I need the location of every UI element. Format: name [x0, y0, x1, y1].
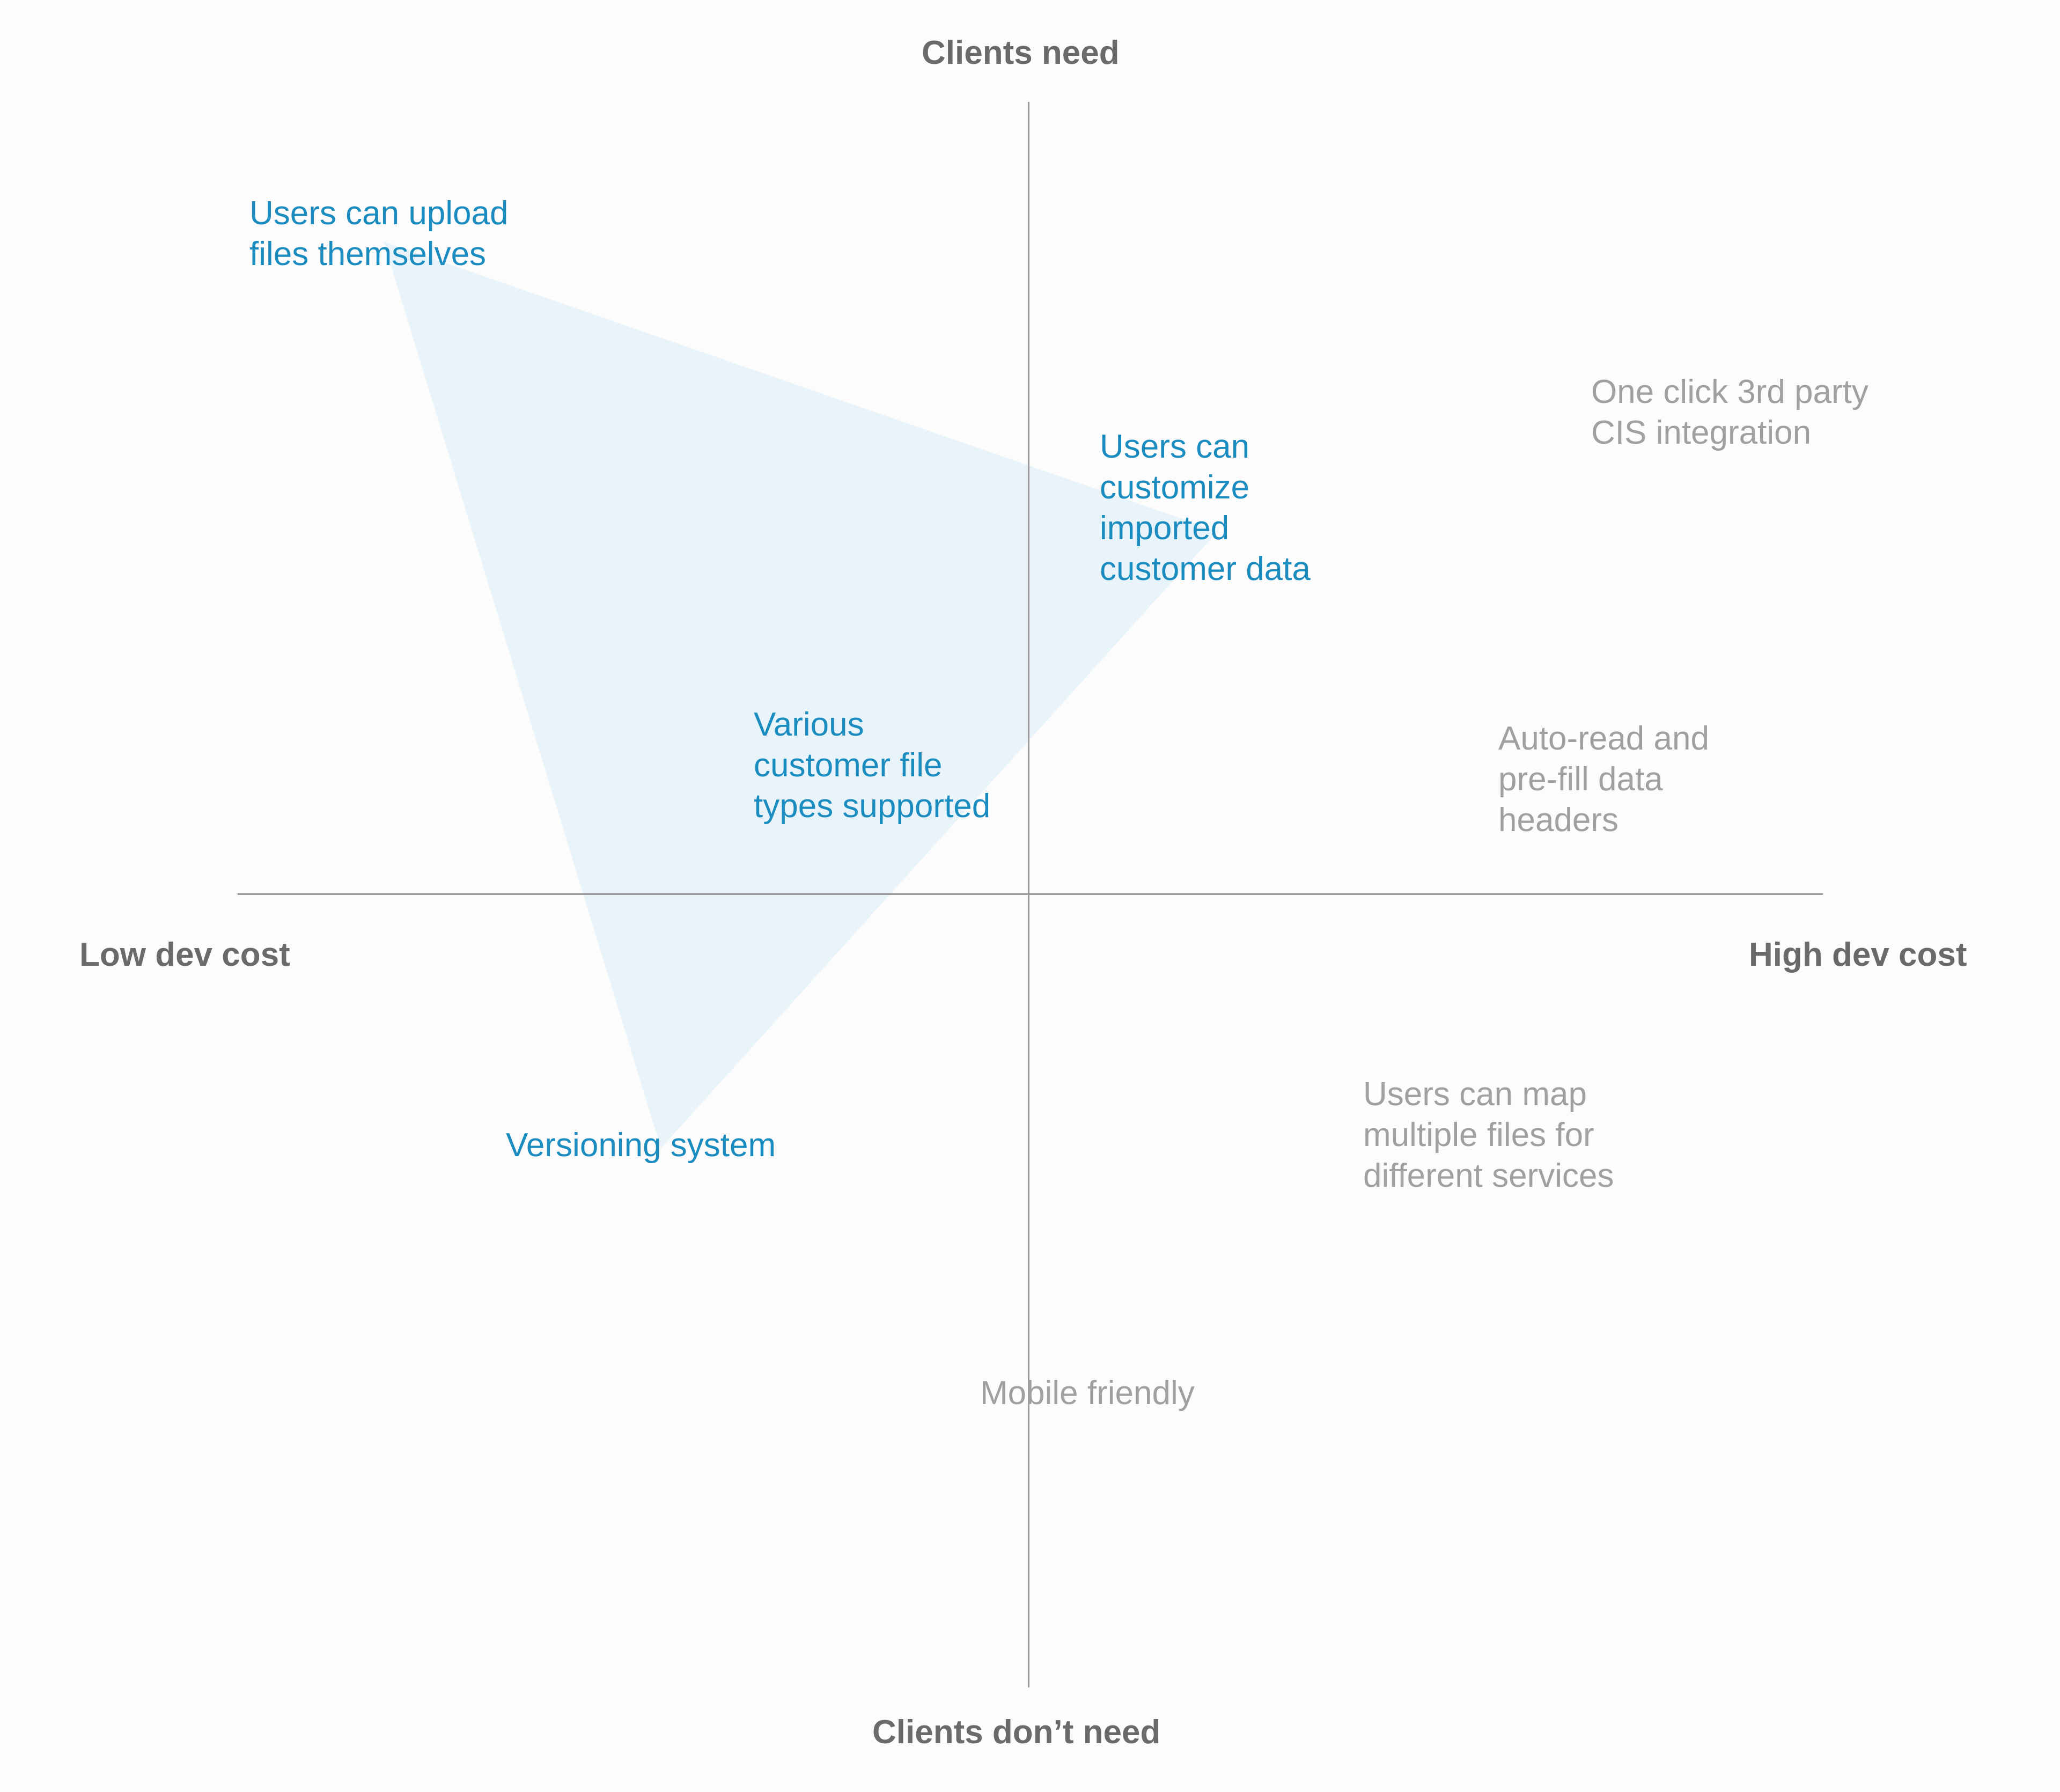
feature-line: customize	[1100, 469, 1250, 506]
feature-line: Auto-read and	[1498, 720, 1709, 757]
feature-line: Various	[754, 706, 864, 743]
feature-cis-integration: One click 3rd party CIS integration	[1591, 372, 1868, 453]
feature-line: Versioning system	[506, 1127, 776, 1164]
feature-auto-read-headers: Auto-read and pre-fill data headers	[1498, 718, 1709, 841]
feature-line: customer file	[754, 747, 943, 784]
axis-label-bottom: Clients don’t need	[872, 1714, 1161, 1751]
selected-features-triangle	[384, 241, 1218, 1148]
axis-label-left: Low dev cost	[79, 936, 290, 973]
feature-line: One click 3rd party	[1591, 373, 1868, 410]
feature-map-multiple-files: Users can map multiple files for differe…	[1363, 1074, 1614, 1196]
feature-line: multiple files for	[1363, 1117, 1594, 1154]
feature-line: different services	[1363, 1157, 1614, 1194]
feature-line: pre-fill data	[1498, 761, 1663, 798]
axis-label-right: High dev cost	[1749, 936, 1967, 973]
feature-line: types supported	[754, 788, 991, 825]
feature-customize-data: Users can customize imported customer da…	[1100, 427, 1311, 590]
feature-line: CIS integration	[1591, 414, 1812, 451]
feature-file-types: Various customer file types supported	[754, 704, 990, 827]
axis-label-top: Clients need	[922, 34, 1120, 71]
feature-line: headers	[1498, 802, 1619, 839]
feature-line: imported	[1100, 510, 1230, 547]
feature-mobile-friendly: Mobile friendly	[980, 1373, 1195, 1414]
feature-line: files themselves	[249, 236, 487, 273]
feature-upload-files: Users can upload files themselves	[249, 193, 509, 275]
feature-line: Users can map	[1363, 1076, 1587, 1113]
feature-line: Users can upload	[249, 195, 509, 232]
feature-line: customer data	[1100, 550, 1311, 587]
horizontal-axis-line	[238, 893, 1823, 895]
feature-versioning: Versioning system	[506, 1125, 776, 1166]
feature-line: Users can	[1100, 428, 1250, 465]
feature-line: Mobile friendly	[980, 1375, 1195, 1412]
